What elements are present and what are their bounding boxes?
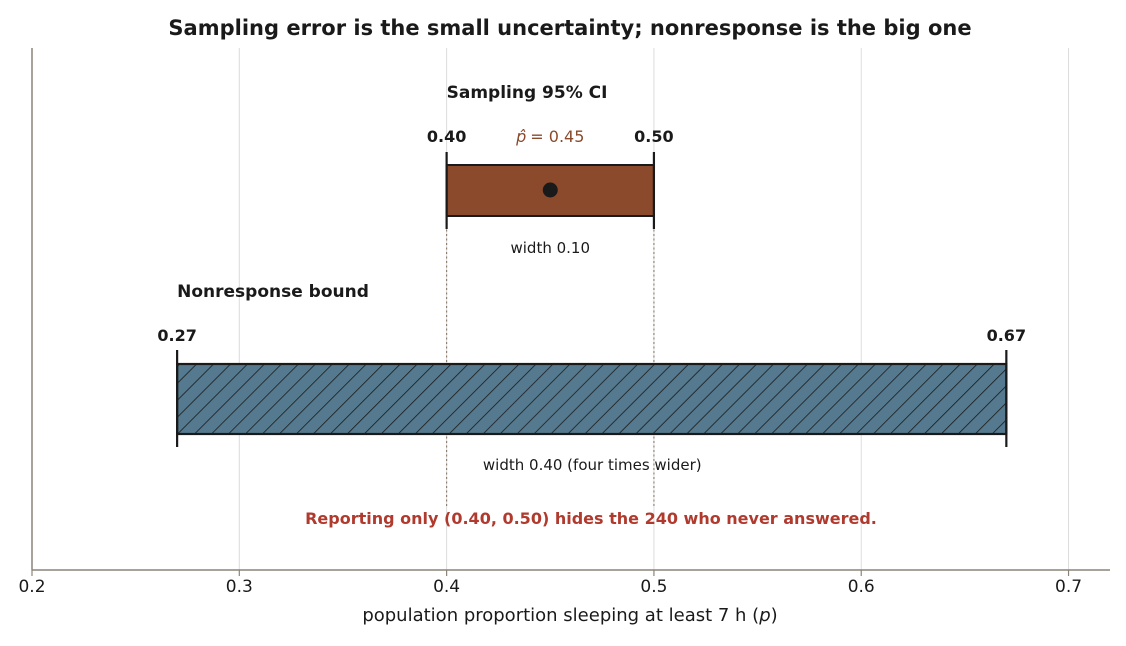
sampling-estimate-label: p̂ = 0.45 [515, 127, 584, 146]
x-axis-label-variable: p [758, 605, 770, 626]
interval-bars [176, 152, 1008, 447]
x-tick-label: 0.2 [18, 577, 45, 597]
nonresponse-upper-label: 0.67 [987, 326, 1026, 345]
sampling-ci-lower-label: 0.40 [427, 127, 466, 146]
nonresponse-heading: Nonresponse bound [177, 282, 369, 302]
x-tick-label: 0.3 [226, 577, 253, 597]
guide-lines [446, 216, 655, 508]
sampling-ci-upper-label: 0.50 [634, 127, 673, 146]
x-axis-label-prefix: population proportion sleeping at least … [362, 605, 759, 626]
x-tick-label: 0.7 [1055, 577, 1082, 597]
x-tick-label: 0.5 [640, 577, 667, 597]
nonresponse-width-label: width 0.40 (four times wider) [483, 456, 702, 474]
sampling-ci-width-label: width 0.10 [511, 239, 591, 257]
nonresponse-bar [176, 362, 1008, 436]
x-tick-label: 0.4 [433, 577, 460, 597]
nonresponse-lower-label: 0.27 [157, 326, 196, 345]
estimate-value: = 0.45 [530, 127, 584, 146]
estimate-symbol: p̂ [515, 127, 526, 146]
x-tick-label: 0.6 [848, 577, 875, 597]
sampling-ci-heading: Sampling 95% CI [447, 83, 608, 103]
x-axis-label: population proportion sleeping at least … [362, 605, 777, 626]
annotation-note: Reporting only (0.40, 0.50) hides the 24… [305, 509, 877, 528]
point-estimate-dot [542, 182, 558, 198]
x-axis-label-suffix: ) [771, 605, 778, 626]
x-axis-ticks: 0.2 0.3 0.4 0.5 0.6 0.7 [18, 570, 1082, 597]
chart-title: Sampling error is the small uncertainty;… [168, 16, 971, 40]
